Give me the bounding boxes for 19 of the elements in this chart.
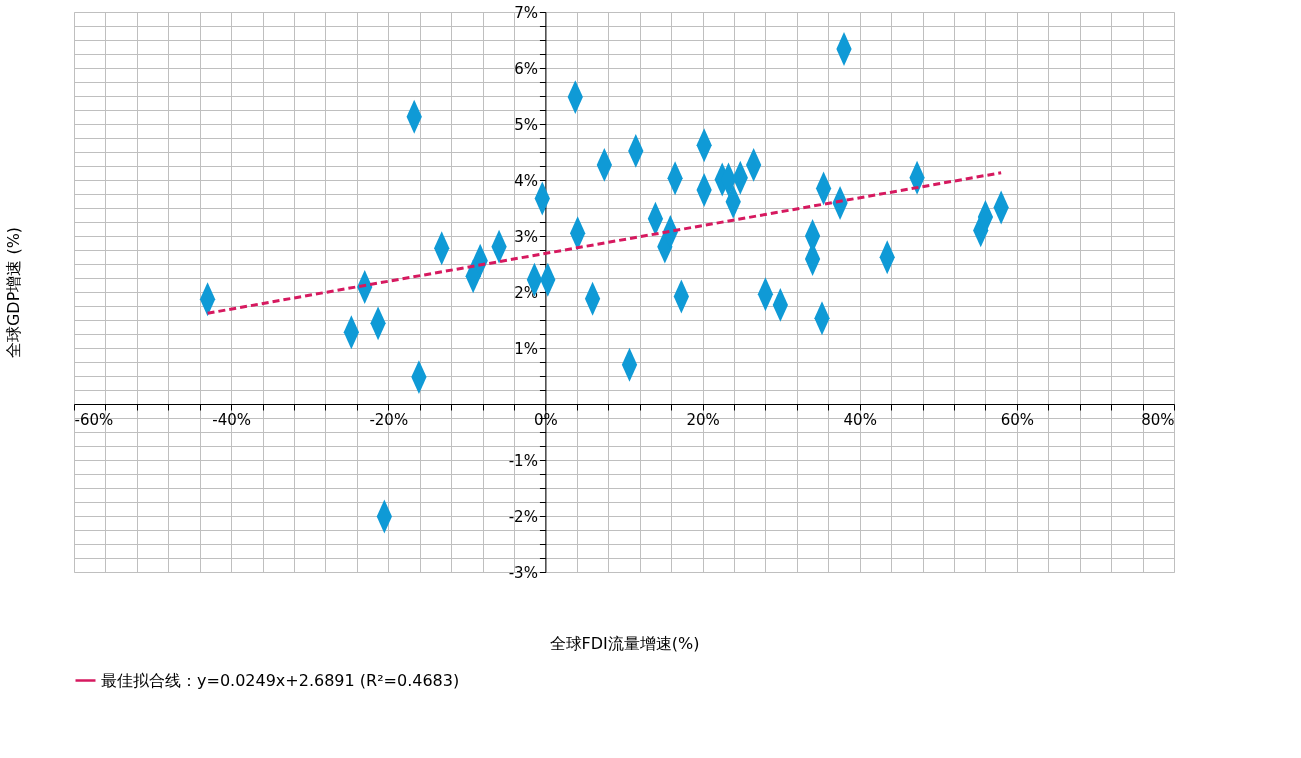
x-tick-label: -20% bbox=[369, 410, 409, 429]
x-axis-title: 全球FDI流量增速(%) bbox=[549, 633, 700, 653]
y-tick-label: 7% bbox=[514, 3, 538, 22]
y-tick-label: 1% bbox=[514, 339, 538, 358]
x-tick-label: -40% bbox=[212, 410, 252, 429]
y-tick-label: 5% bbox=[514, 115, 538, 134]
x-tick-label: 60% bbox=[1000, 410, 1035, 429]
y-tick-label: 3% bbox=[514, 227, 538, 246]
x-tick-label: 80% bbox=[1141, 410, 1175, 429]
y-tick-label: 4% bbox=[514, 171, 538, 190]
x-tick-label: 20% bbox=[686, 410, 720, 429]
y-tick-label: 6% bbox=[514, 59, 538, 78]
x-tick-label: -60% bbox=[74, 410, 114, 429]
y-tick-label: -1% bbox=[508, 451, 538, 470]
legend-label: 最佳拟合线：y=0.0249x+2.6891 (R²=0.4683) bbox=[101, 670, 460, 690]
x-tick-label: 40% bbox=[843, 410, 877, 429]
y-axis-title: 全球GDP增速 (%) bbox=[4, 226, 24, 359]
y-tick-label: -3% bbox=[508, 563, 538, 582]
y-tick-label: -2% bbox=[508, 507, 538, 526]
